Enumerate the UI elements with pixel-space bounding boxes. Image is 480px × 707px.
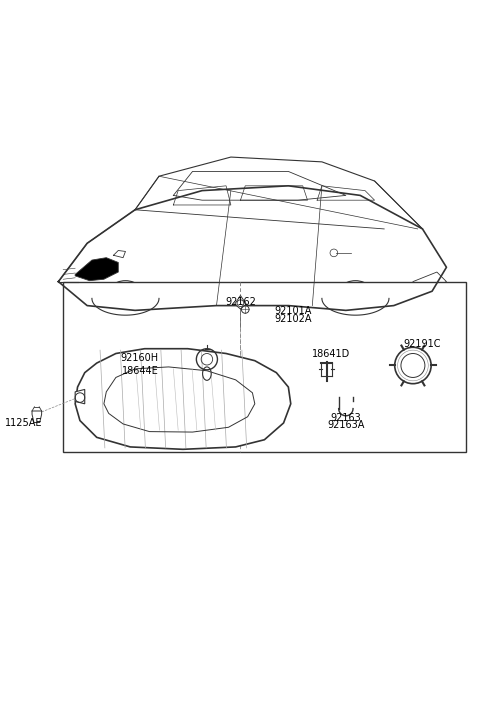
Text: 92163: 92163: [330, 413, 361, 423]
Polygon shape: [235, 296, 246, 309]
Bar: [63, 281, 466, 452]
Text: 92102A: 92102A: [274, 314, 312, 324]
Polygon shape: [75, 257, 118, 281]
Text: 92160H: 92160H: [121, 354, 159, 363]
Text: 92163A: 92163A: [327, 420, 364, 430]
Text: 18641D: 18641D: [312, 349, 350, 359]
Text: 92162: 92162: [225, 296, 256, 307]
Polygon shape: [32, 411, 42, 423]
Polygon shape: [75, 390, 85, 404]
Text: 18644E: 18644E: [122, 366, 159, 376]
Text: 92101A: 92101A: [274, 306, 312, 316]
Polygon shape: [75, 349, 291, 450]
Text: 92191C: 92191C: [404, 339, 441, 349]
Text: 1125AE: 1125AE: [5, 418, 43, 428]
